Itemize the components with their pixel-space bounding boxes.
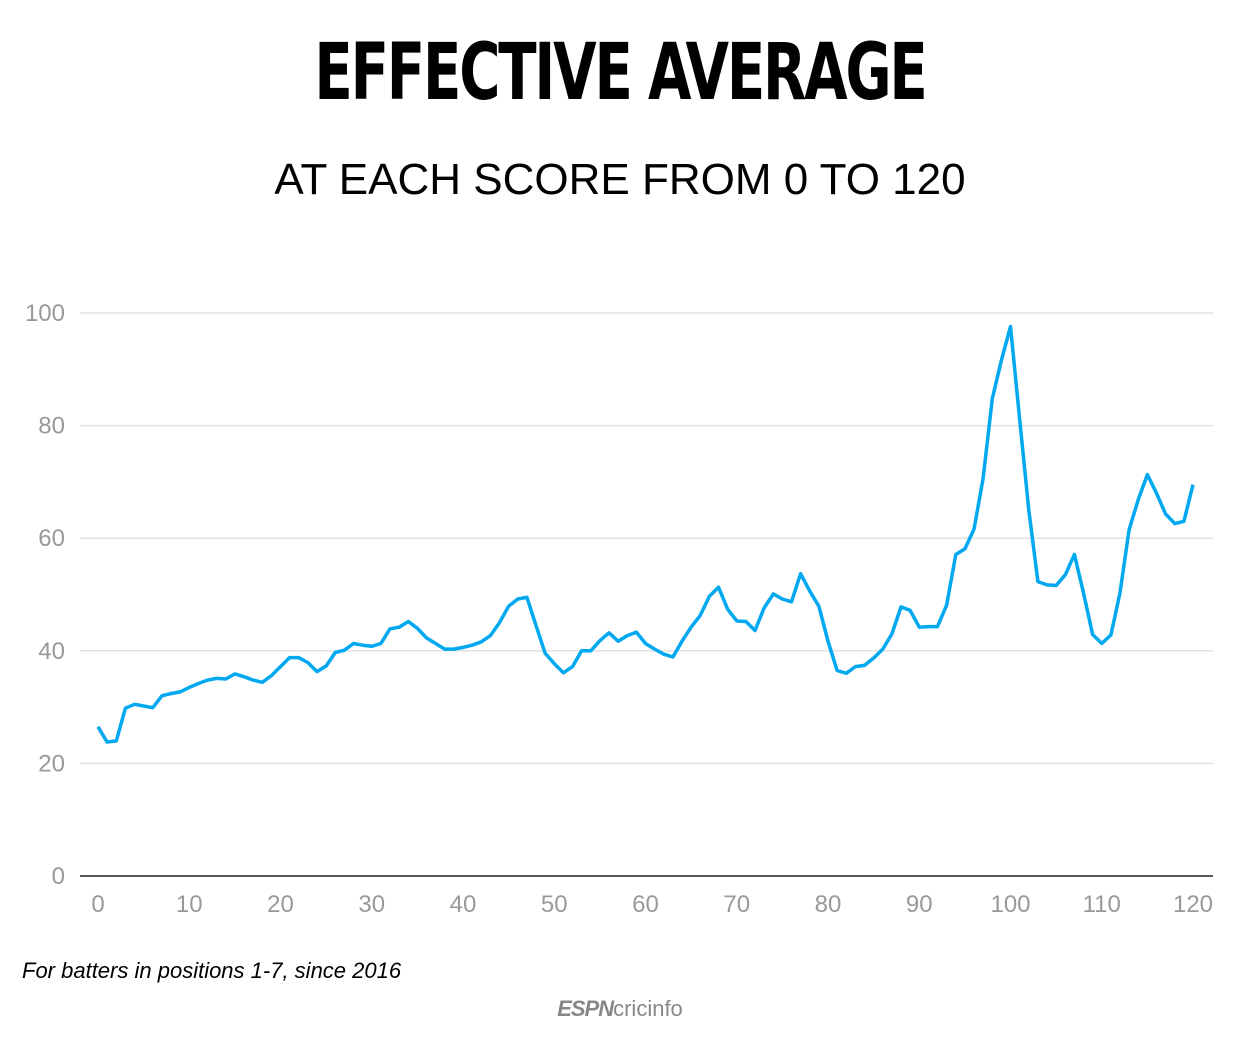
y-tick-labels: 0 20 40 60 80 100 [25, 300, 65, 890]
x-tick-label: 80 [815, 891, 842, 918]
chart-title: EFFECTIVE AVERAGE [314, 28, 927, 118]
x-tick-label: 70 [723, 891, 750, 918]
x-tick-labels: 0 10 20 30 40 50 60 70 80 90 100 110 120 [91, 891, 1213, 918]
gridlines [80, 312, 1213, 877]
y-tick-label: 0 [52, 863, 65, 890]
espncricinfo-logo: ESPNcricinfo [0, 996, 1240, 1022]
x-tick-label: 110 [1083, 891, 1121, 918]
logo-name: cricinfo [613, 996, 683, 1021]
footnote: For batters in positions 1-7, since 2016 [22, 958, 402, 983]
y-tick-label: 40 [38, 638, 65, 665]
y-tick-label: 100 [25, 300, 65, 327]
chart-subtitle: AT EACH SCORE FROM 0 TO 120 [274, 155, 966, 204]
series-line [96, 324, 1195, 744]
x-tick-label: 30 [358, 891, 385, 918]
y-tick-label: 20 [38, 750, 65, 777]
x-tick-label: 90 [906, 891, 933, 918]
x-tick-label: 40 [450, 891, 477, 918]
x-tick-label: 10 [176, 891, 203, 918]
y-tick-label: 80 [38, 413, 65, 440]
x-tick-label: 20 [267, 891, 294, 918]
y-tick-label: 60 [38, 525, 65, 552]
x-tick-label: 120 [1173, 891, 1213, 918]
logo-brand: ESPN [557, 996, 614, 1021]
x-tick-label: 60 [632, 891, 659, 918]
x-tick-label: 50 [541, 891, 568, 918]
x-tick-label: 100 [990, 891, 1030, 918]
x-tick-label: 0 [91, 891, 104, 918]
series [96, 324, 1195, 744]
